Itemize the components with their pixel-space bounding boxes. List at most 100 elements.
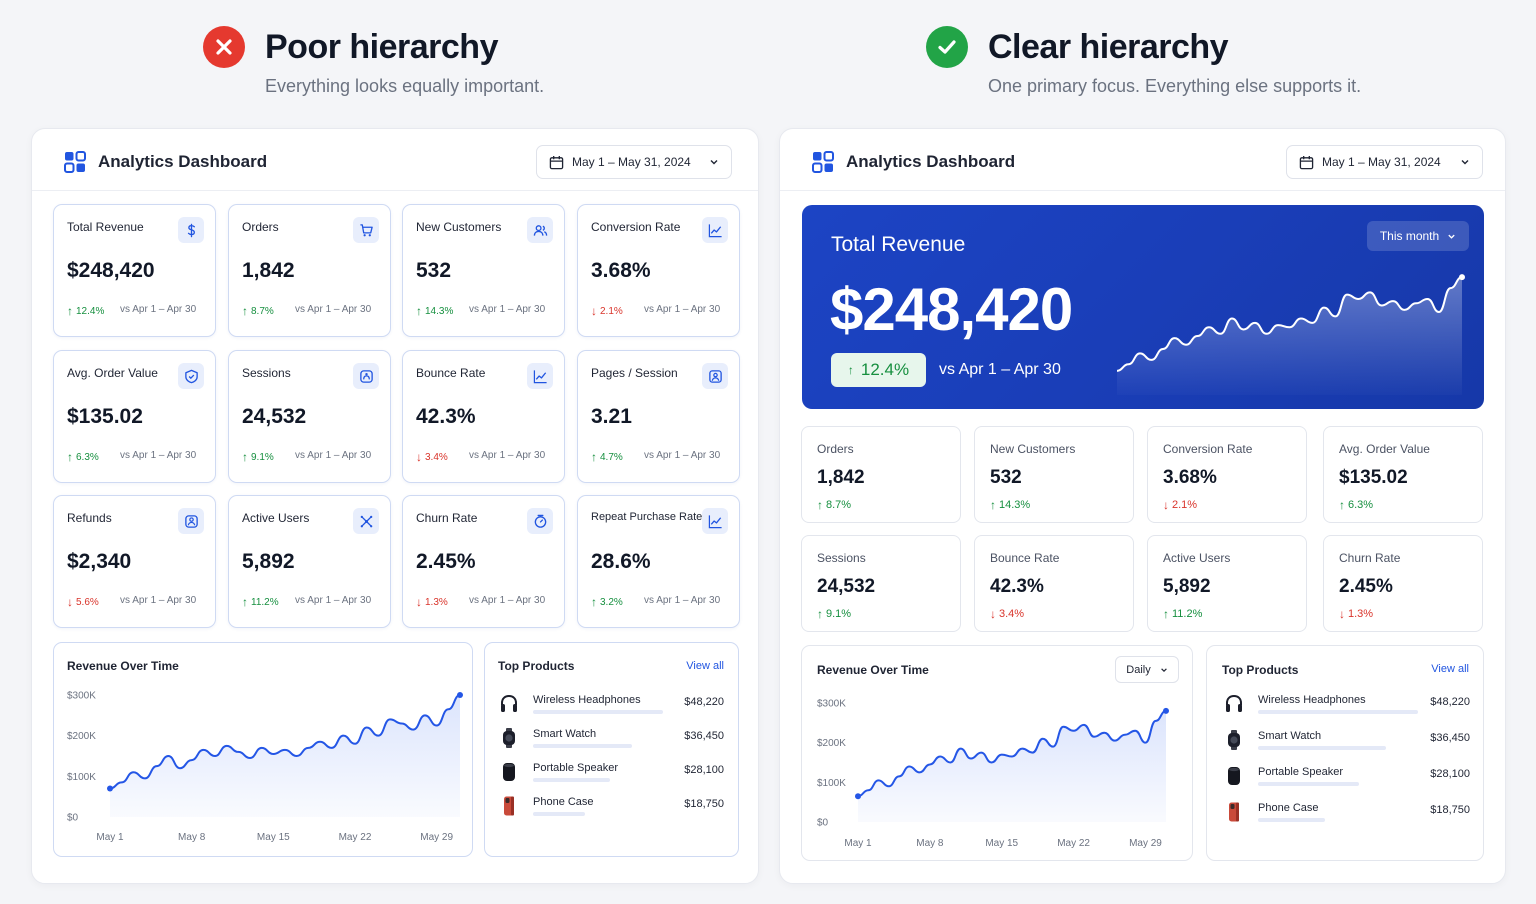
arrow-down-icon: ↓ (1163, 498, 1169, 512)
period-select[interactable]: This month (1367, 221, 1469, 251)
arrow-up-icon: ↑ (817, 498, 823, 512)
kpi-card-active-users[interactable]: Active Users 5,892 ↑ 11.2% (1147, 535, 1307, 632)
revenue-chart-card: Revenue Over Time $0 $100K $200K $300K May 1… (53, 642, 473, 857)
kpi-delta-value: 3.4% (425, 451, 448, 463)
arrow-up-icon: ↑ (990, 498, 996, 512)
product-share-bar (533, 812, 585, 816)
kpi-label: Conversion Rate (1163, 442, 1253, 456)
kpi-card-conversion-rate[interactable]: Conversion Rate 3.68% ↓ 2.1% (1147, 426, 1307, 523)
kpi-card-conversion-rate[interactable]: Conversion Rate 3.68% ↓ 2.1% vs Apr 1 – Apr … (577, 204, 740, 337)
kpi-delta-value: 3.4% (999, 608, 1025, 620)
chart-area-fill (110, 695, 460, 817)
kpi-card-refunds[interactable]: Refunds $2,340 ↓ 5.6% vs Apr 1 – Apr 30 (53, 495, 216, 628)
kpi-card-orders[interactable]: Orders 1,842 ↑ 8.7% (801, 426, 961, 523)
kpi-card-repeat-purchase-rate[interactable]: Repeat Purchase Rate 28.6% ↑ 3.2% vs Apr 1 –… (577, 495, 740, 628)
product-row[interactable]: Phone Case $18,750 (485, 795, 738, 829)
date-range-select[interactable]: May 1 – May 31, 2024 (1286, 145, 1483, 179)
dashboard-header: Analytics Dashboard May 1 – May 31, 2024 (32, 129, 758, 191)
product-row[interactable]: Portable Speaker $28,100 (1207, 765, 1483, 799)
kpi-value: 1,842 (817, 467, 865, 488)
kpi-card-new-customers[interactable]: New Customers 532 ↑ 14.3% vs Apr 1 – Apr 30 (402, 204, 565, 337)
kpi-label: Avg. Order Value (67, 366, 158, 380)
kpi-label: Avg. Order Value (1339, 442, 1430, 456)
product-revenue: $18,750 (1430, 804, 1470, 816)
product-revenue: $28,100 (684, 764, 724, 776)
kpi-card-new-customers[interactable]: New Customers 532 ↑ 14.3% (974, 426, 1134, 523)
arrow-up-icon: ↑ (817, 607, 823, 621)
arrow-up-icon: ↑ (67, 304, 73, 318)
watch-icon (499, 727, 519, 749)
kpi-label: Total Revenue (67, 220, 144, 234)
kpi-card-avg-order-value[interactable]: Avg. Order Value $135.02 ↑ 6.3% vs Apr 1 – A… (53, 350, 216, 483)
revenue-chart-card: Revenue Over Time Daily $0 $100K $200K $300… (801, 645, 1193, 861)
kpi-label: New Customers (416, 220, 502, 234)
kpi-delta: ↓ 5.6% (67, 595, 99, 609)
x-tick-label: May 15 (985, 838, 1018, 849)
kpi-card-total-revenue[interactable]: Total Revenue $248,420 ↑ 12.4% vs Apr 1 – Ap… (53, 204, 216, 337)
granularity-select[interactable]: Daily (1115, 656, 1179, 683)
revenue-sparkline (1116, 274, 1465, 395)
product-revenue: $36,450 (684, 730, 724, 742)
kpi-value: 24,532 (817, 576, 876, 597)
product-row[interactable]: Wireless Headphones $48,220 (1207, 693, 1483, 727)
kpi-card-churn-rate[interactable]: Churn Rate 2.45% ↓ 1.3% vs Apr 1 – Apr 30 (402, 495, 565, 628)
arrow-up-icon: ↑ (242, 595, 248, 609)
kpi-delta-value: 5.6% (76, 596, 99, 608)
top-products-title: Top Products (498, 659, 575, 673)
date-range-label: May 1 – May 31, 2024 (1322, 155, 1441, 169)
kpi-card-avg-order-value[interactable]: Avg. Order Value $135.02 ↑ 6.3% (1323, 426, 1483, 523)
kpi-card-sessions[interactable]: Sessions 24,532 ↑ 9.1% vs Apr 1 – Apr 30 (228, 350, 391, 483)
kpi-delta: ↑ 4.7% (591, 450, 623, 464)
kpi-card-pages-session[interactable]: Pages / Session 3.21 ↑ 4.7% vs Apr 1 – Apr 3… (577, 350, 740, 483)
date-range-select[interactable]: May 1 – May 31, 2024 (536, 145, 732, 179)
kpi-value: $248,420 (67, 259, 155, 282)
kpi-delta-value: 6.3% (76, 451, 99, 463)
kpi-label: Active Users (1163, 551, 1231, 565)
product-revenue: $48,220 (1430, 696, 1470, 708)
kpi-card-orders[interactable]: Orders 1,842 ↑ 8.7% vs Apr 1 – Apr 30 (228, 204, 391, 337)
kpi-delta-value: 4.7% (600, 451, 623, 463)
kpi-value: $2,340 (67, 550, 132, 573)
product-row[interactable]: Smart Watch $36,450 (485, 727, 738, 761)
kpi-label: Refunds (67, 511, 112, 525)
revenue-area-chart: $0 $100K $200K $300K May 1 May 8 May 15 May 22 M… (67, 691, 463, 843)
dashboard-header: Analytics Dashboard May 1 – May 31, 2024 (780, 129, 1505, 191)
product-row[interactable]: Smart Watch $36,450 (1207, 729, 1483, 763)
kpi-compare: vs Apr 1 – Apr 30 (295, 450, 372, 461)
product-revenue: $28,100 (1430, 768, 1470, 780)
chart-title: Revenue Over Time (67, 659, 179, 673)
kpi-label: Bounce Rate (990, 551, 1060, 565)
product-row[interactable]: Phone Case $18,750 (1207, 801, 1483, 835)
kpi-card-sessions[interactable]: Sessions 24,532 ↑ 9.1% (801, 535, 961, 632)
kpi-delta: ↑ 8.7% (817, 498, 851, 512)
y-tick-label: $0 (817, 818, 829, 829)
kpi-card-bounce-rate[interactable]: Bounce Rate 42.3% ↓ 3.4% (974, 535, 1134, 632)
product-row[interactable]: Portable Speaker $28,100 (485, 761, 738, 795)
product-share-bar (533, 744, 632, 748)
trend-icon (702, 508, 728, 534)
view-all-link[interactable]: View all (1431, 663, 1469, 675)
kpi-value: $135.02 (67, 405, 143, 428)
total-revenue-hero-card: Total Revenue $248,420 ↑ 12.4% vs Apr 1 … (802, 205, 1484, 409)
kpi-delta-value: 1.3% (425, 596, 448, 608)
chevron-down-icon (1461, 160, 1469, 165)
kpi-compare: vs Apr 1 – Apr 30 (469, 595, 546, 606)
clear-hierarchy-dashboard: Analytics Dashboard May 1 – May 31, 2024… (779, 128, 1506, 884)
kpi-card-bounce-rate[interactable]: Bounce Rate 42.3% ↓ 3.4% vs Apr 1 – Apr 30 (402, 350, 565, 483)
granularity-label: Daily (1126, 663, 1151, 676)
speaker-icon (499, 761, 519, 783)
view-all-link[interactable]: View all (686, 660, 724, 672)
kpi-card-active-users[interactable]: Active Users 5,892 ↑ 11.2% vs Apr 1 – Apr 30 (228, 495, 391, 628)
kpi-delta-value: 14.3% (425, 305, 454, 317)
network-icon (353, 508, 379, 534)
arrow-up-icon: ↑ (1163, 607, 1169, 621)
kpi-card-churn-rate[interactable]: Churn Rate 2.45% ↓ 1.3% (1323, 535, 1483, 632)
pages-icon (702, 363, 728, 389)
kpi-delta: ↑ 11.2% (242, 595, 279, 609)
y-tick-label: $300K (67, 691, 96, 702)
kpi-label: Churn Rate (1339, 551, 1401, 565)
product-row[interactable]: Wireless Headphones $48,220 (485, 693, 738, 727)
hero-delta-value: 12.4% (860, 360, 910, 379)
kpi-value: 42.3% (416, 405, 476, 428)
grid-icon (812, 151, 834, 173)
